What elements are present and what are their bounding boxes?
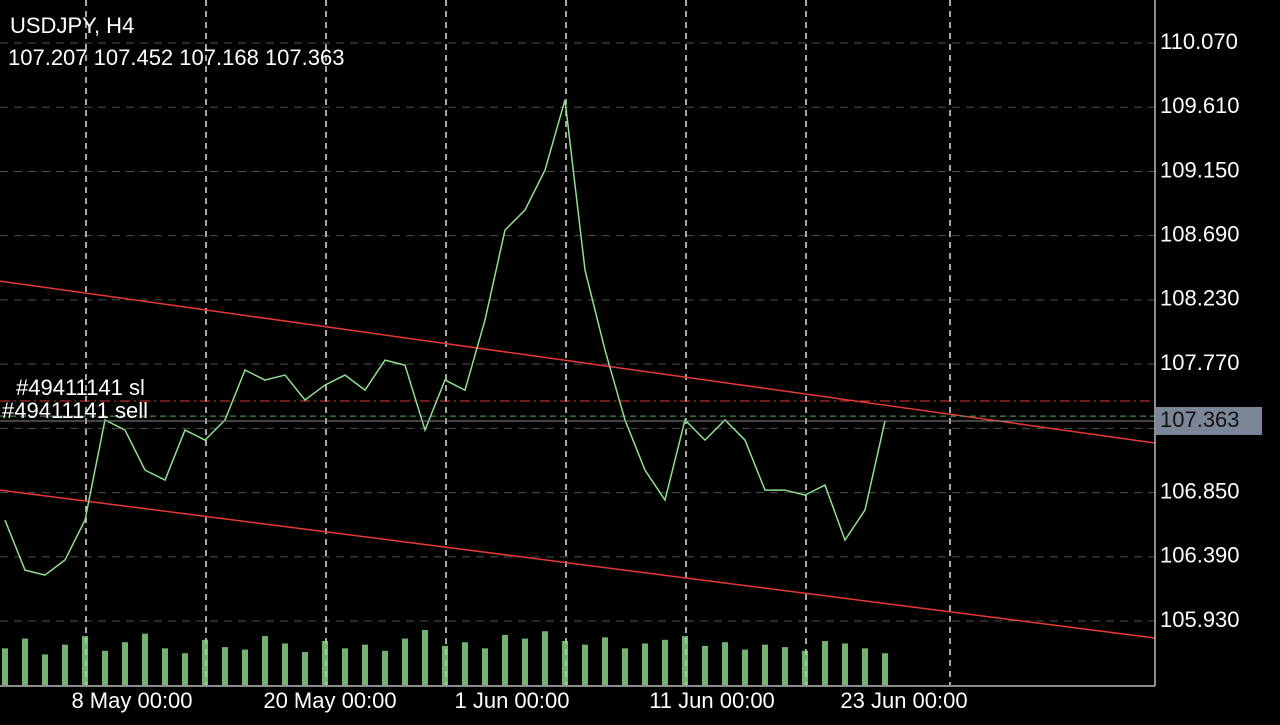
x-tick-label: 8 May 00:00 (71, 688, 192, 713)
volume-bar (642, 643, 648, 685)
volume-bar (222, 647, 228, 685)
volume-bar (262, 636, 268, 685)
volume-bar (202, 639, 208, 685)
volume-bar (42, 654, 48, 685)
volume-bar (242, 649, 248, 685)
volume-bar (482, 648, 488, 685)
volume-bar (562, 641, 568, 685)
y-tick-label: 105.930 (1160, 607, 1240, 632)
volume-bar (622, 648, 628, 685)
order-label: #49411141 sell (2, 398, 148, 423)
y-tick-label: 108.690 (1160, 221, 1240, 246)
volume-bar (122, 642, 128, 685)
volume-bar (842, 643, 848, 685)
trendline (0, 489, 1156, 639)
volume-bar (162, 648, 168, 685)
plot (0, 99, 1156, 685)
volume-bar (302, 652, 308, 685)
volume-bar (22, 638, 28, 685)
grid (0, 0, 1155, 685)
volume-bar (182, 653, 188, 685)
current-price-label: 107.363 (1160, 407, 1240, 432)
ohlc-values: 107.207 107.452 107.168 107.363 (8, 45, 344, 70)
volume-bar (2, 648, 8, 685)
volume-bar (362, 644, 368, 685)
volume-bar (722, 642, 728, 685)
volume-bar (662, 639, 668, 685)
volume-bar (62, 644, 68, 685)
y-tick-label: 106.850 (1160, 478, 1240, 503)
volume-bar (322, 641, 328, 685)
volume-bar (542, 631, 548, 685)
volume-bar (502, 634, 508, 685)
y-tick-label: 106.390 (1160, 543, 1240, 568)
x-tick-label: 20 May 00:00 (263, 688, 396, 713)
volume-bar (82, 636, 88, 685)
volume-bar (522, 638, 528, 685)
volume-bar (582, 644, 588, 685)
volume-bar (142, 633, 148, 685)
volume-bar (782, 647, 788, 685)
y-tick-label: 109.610 (1160, 93, 1240, 118)
y-tick-label: 108.230 (1160, 286, 1240, 311)
x-tick-label: 11 Jun 00:00 (649, 688, 775, 713)
volume-bar (422, 630, 428, 685)
volume-bar (762, 644, 768, 685)
price-line (4, 99, 886, 576)
volume-bar (602, 637, 608, 685)
volume-bar (342, 648, 348, 685)
volume-bar (402, 638, 408, 685)
x-tick-label: 23 Jun 00:00 (840, 688, 967, 713)
volume-bar (742, 649, 748, 685)
volume-bar (822, 641, 828, 685)
price-box (1156, 406, 1262, 435)
order-label: #49411141 sl (16, 375, 145, 400)
volume-bar (282, 643, 288, 685)
volume-bar (882, 653, 888, 685)
y-tick-label: 107.770 (1160, 350, 1240, 375)
volume-bar (462, 642, 468, 685)
chart-title: USDJPY, H4 (10, 13, 134, 38)
volume-bar (862, 648, 868, 685)
volume-bar (382, 650, 388, 685)
volume-bar (682, 636, 688, 685)
volume-bar (702, 645, 708, 685)
volume-bar (102, 650, 108, 685)
y-tick-label: 109.150 (1160, 157, 1240, 182)
volume-bar (802, 650, 808, 685)
volume-bar (442, 645, 448, 685)
y-tick-label: 110.070 (1160, 29, 1238, 54)
x-tick-label: 1 Jun 00:00 (455, 688, 570, 713)
